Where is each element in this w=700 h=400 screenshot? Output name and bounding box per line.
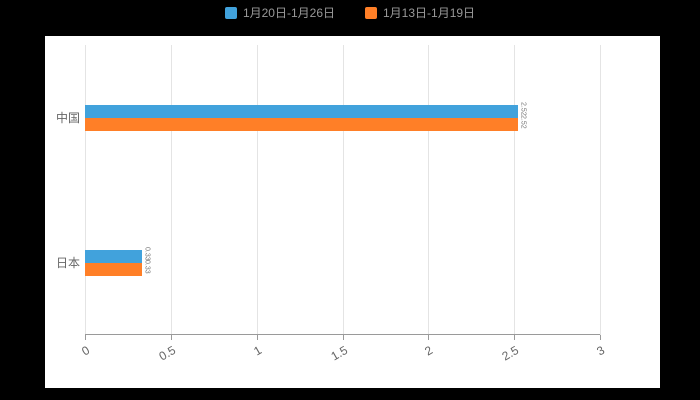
gridline bbox=[600, 45, 601, 335]
gridline bbox=[428, 45, 430, 335]
plot-area: 2.52 2.52 0.33 0.33 bbox=[85, 45, 601, 340]
legend-item-0[interactable]: 1月20日-1月26日 bbox=[224, 6, 335, 20]
x-axis-tick bbox=[600, 335, 601, 340]
legend-swatch-icon bbox=[365, 7, 377, 19]
bar-value-label: 0.33 bbox=[143, 259, 151, 274]
bar-value-label: 2.52 bbox=[519, 114, 527, 129]
bar-日本-series-0 bbox=[85, 249, 142, 263]
gridline bbox=[514, 45, 516, 335]
x-axis-tick bbox=[342, 335, 344, 340]
bar-value-label: 2.52 bbox=[519, 101, 527, 116]
x-axis-tick bbox=[428, 335, 430, 340]
y-category-label: 中国 bbox=[55, 110, 80, 125]
legend: 1月20日-1月26日 1月13日-1月19日 bbox=[0, 6, 700, 20]
y-category-label: 日本 bbox=[55, 255, 80, 270]
gridline bbox=[85, 45, 86, 335]
bar-中国-series-0 bbox=[85, 104, 518, 118]
x-axis-tick bbox=[170, 335, 172, 340]
bar-日本-series-1 bbox=[85, 262, 142, 276]
legend-swatch-icon bbox=[224, 7, 237, 19]
x-axis-line bbox=[85, 334, 600, 335]
x-axis-tick bbox=[514, 335, 516, 340]
gridline bbox=[256, 45, 258, 335]
x-axis-tick bbox=[256, 335, 258, 340]
legend-label: 1月13日-1月19日 bbox=[383, 6, 476, 20]
legend-item-1[interactable]: 1月13日-1月19日 bbox=[365, 6, 475, 20]
x-axis-tick bbox=[85, 335, 86, 340]
chart-panel bbox=[45, 36, 660, 388]
gridline bbox=[170, 45, 172, 335]
bar-中国-series-1 bbox=[85, 117, 518, 131]
bar-value-label: 0.33 bbox=[143, 246, 151, 261]
gridline bbox=[342, 45, 344, 335]
legend-label: 1月20日-1月26日 bbox=[242, 6, 335, 20]
